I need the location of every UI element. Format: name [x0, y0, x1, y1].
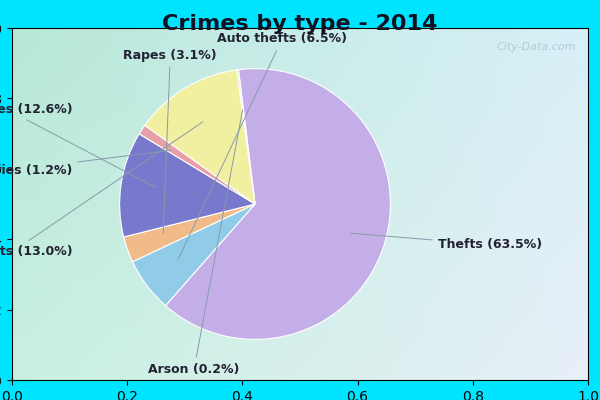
Text: Burglaries (12.6%): Burglaries (12.6%): [0, 103, 156, 188]
Wedge shape: [139, 125, 255, 204]
Text: Auto thefts (6.5%): Auto thefts (6.5%): [178, 32, 347, 260]
Text: Arson (0.2%): Arson (0.2%): [148, 110, 242, 376]
Wedge shape: [237, 70, 255, 204]
Text: Rapes (3.1%): Rapes (3.1%): [124, 48, 217, 234]
Text: Thefts (63.5%): Thefts (63.5%): [351, 233, 542, 251]
Text: City-Data.com: City-Data.com: [497, 42, 577, 52]
Wedge shape: [145, 70, 255, 204]
Wedge shape: [119, 134, 255, 237]
Text: Assaults (13.0%): Assaults (13.0%): [0, 122, 203, 258]
Wedge shape: [166, 69, 391, 339]
Wedge shape: [124, 204, 255, 262]
Text: Robberies (1.2%): Robberies (1.2%): [0, 150, 171, 177]
Text: Crimes by type - 2014: Crimes by type - 2014: [163, 14, 437, 34]
Wedge shape: [133, 204, 255, 306]
